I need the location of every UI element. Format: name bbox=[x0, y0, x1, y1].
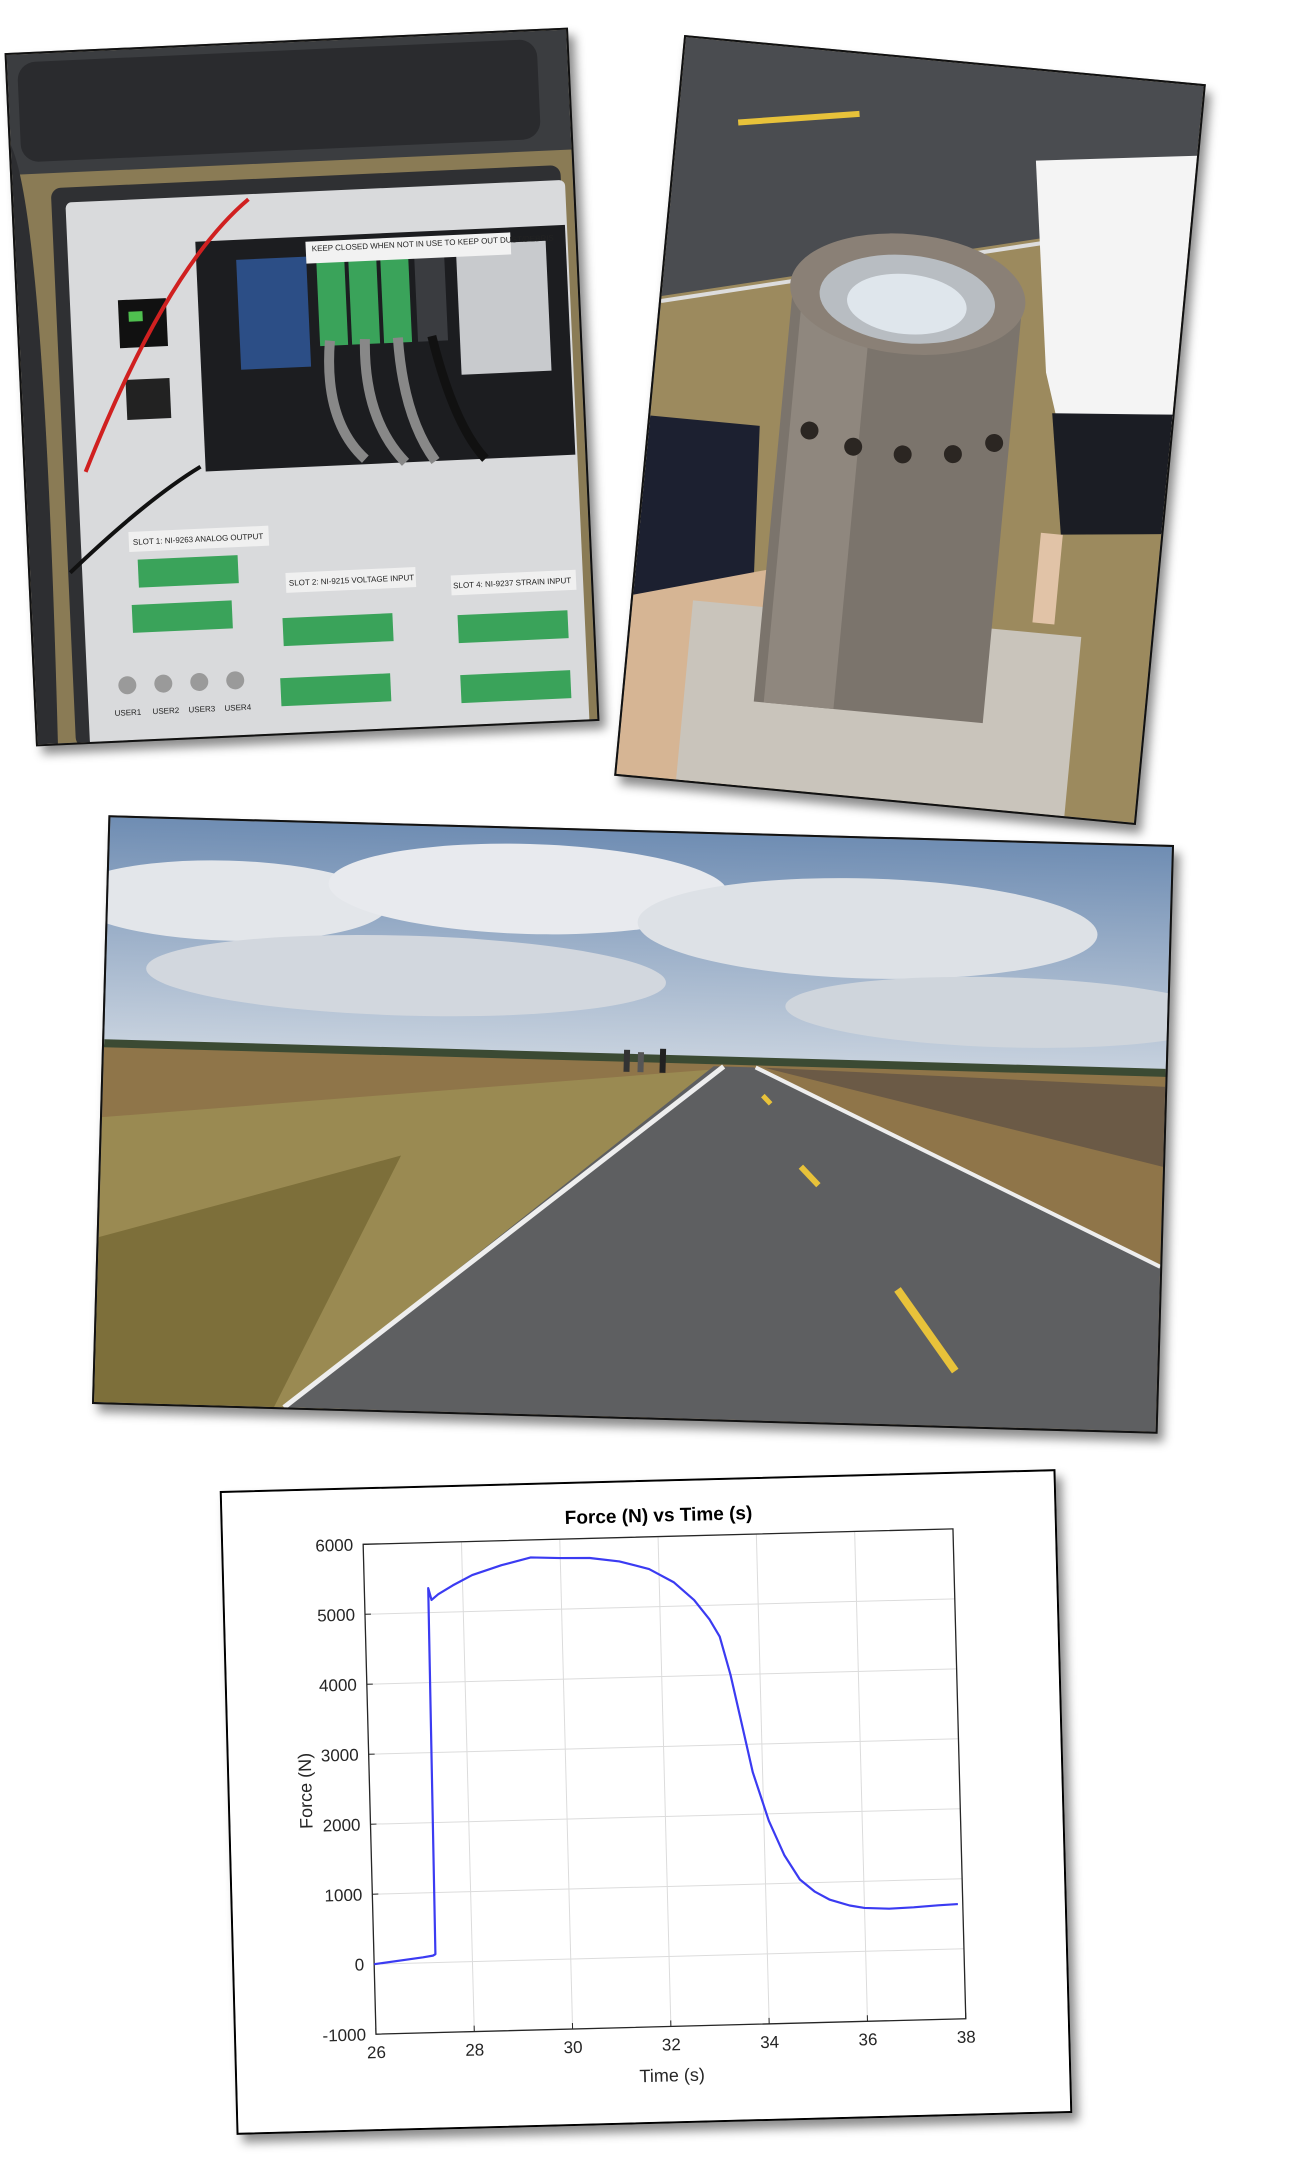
x-tick-label: 32 bbox=[662, 2035, 681, 2054]
user4-label: USER4 bbox=[224, 703, 252, 713]
test-site-road-photo bbox=[91, 815, 1175, 1434]
x-grid-line bbox=[854, 1531, 868, 2022]
chart-canvas: Force (N) vs Time (s) 26 28 30 32 34 36 38 -10… bbox=[221, 1471, 1071, 2133]
x-axis-ticks: 26 28 30 32 34 36 38 bbox=[367, 2012, 976, 2062]
user1-label: USER1 bbox=[114, 708, 142, 718]
x-tick-label: 36 bbox=[858, 2030, 877, 2049]
x-grid-line bbox=[755, 1534, 770, 2024]
y-tick-label: 6000 bbox=[315, 1536, 353, 1556]
y-grid-line bbox=[374, 1948, 964, 1965]
user3-label: USER3 bbox=[188, 704, 216, 714]
y-tick-label: 2000 bbox=[322, 1815, 360, 1835]
y-grid-line bbox=[368, 1738, 959, 1755]
x-tick-label: 38 bbox=[957, 2027, 976, 2046]
slot4-label-block: SLOT 4: NI-9237 STRAIN INPUT bbox=[450, 569, 577, 596]
slot2-label-block: SLOT 2: NI-9215 VOLTAGE INPUT bbox=[285, 567, 417, 593]
x-axis-label: Time (s) bbox=[639, 2065, 705, 2087]
y-grid-line bbox=[366, 1668, 957, 1685]
y-tick-label: 4000 bbox=[319, 1676, 357, 1696]
x-tick-label: 26 bbox=[367, 2043, 386, 2062]
force-time-chart: Force (N) vs Time (s) 26 28 30 32 34 36 38 -10… bbox=[219, 1469, 1073, 2135]
y-tick-label: 0 bbox=[354, 1955, 364, 1974]
slot1-label-block: SLOT 1: NI-9263 ANALOG OUTPUT bbox=[128, 525, 270, 553]
y-axis-label: Force (N) bbox=[295, 1753, 317, 1829]
x-grid-line bbox=[657, 1536, 672, 2027]
y-grid-line bbox=[370, 1808, 961, 1825]
x-tick-label: 30 bbox=[563, 2038, 582, 2057]
y-tick-label: 3000 bbox=[321, 1746, 359, 1766]
motor-casing-photo bbox=[614, 34, 1206, 826]
y-axis-ticks: -1000 0 1000 2000 3000 4000 5000 6000 bbox=[315, 1536, 382, 2046]
daq-enclosure-photo: KEEP CLOSED WHEN NOT IN USE TO KEEP OUT … bbox=[4, 27, 600, 747]
x-tick-label: 28 bbox=[465, 2040, 484, 2059]
user2-label: USER2 bbox=[152, 706, 180, 716]
y-tick-label: 1000 bbox=[324, 1885, 362, 1905]
x-grid-line bbox=[559, 1539, 574, 2030]
chart-title: Force (N) vs Time (s) bbox=[564, 1503, 752, 1529]
y-tick-label: -1000 bbox=[322, 2025, 366, 2045]
y-tick-label: 5000 bbox=[317, 1606, 355, 1626]
y-grid-line bbox=[364, 1598, 955, 1615]
x-grid-line bbox=[460, 1541, 475, 2032]
x-tick-label: 34 bbox=[760, 2033, 779, 2052]
force-series-line bbox=[373, 1556, 958, 1966]
y-grid-line bbox=[372, 1878, 963, 1895]
